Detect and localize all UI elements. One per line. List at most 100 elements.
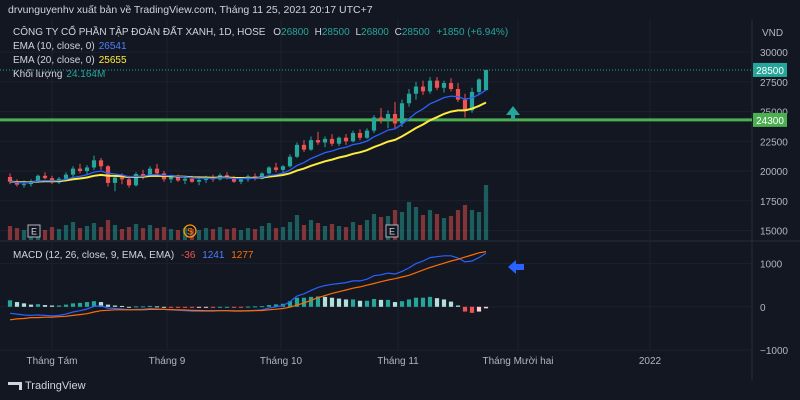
volume-bar xyxy=(245,228,251,240)
volume-bar xyxy=(329,224,335,240)
volume-bar xyxy=(462,205,468,240)
ema10-label: EMA (10, close, 0) xyxy=(13,41,95,52)
volume-bar xyxy=(266,223,272,240)
candle-body xyxy=(385,113,391,120)
macd-hist-bar xyxy=(21,303,27,307)
event-marker-label: S xyxy=(187,227,193,237)
candle-body xyxy=(287,156,293,167)
volume-bar xyxy=(308,220,314,240)
macd-hist-bar xyxy=(147,305,153,307)
volume-bar xyxy=(238,230,244,240)
volume-bar xyxy=(399,212,405,240)
macd-axis[interactable]: 1000 0 −1000 xyxy=(760,260,789,357)
macd-hist-bar xyxy=(182,306,188,308)
macd-tick-label: −1000 xyxy=(760,346,789,357)
volume-bar xyxy=(161,227,167,240)
symbol-title: CÔNG TY CỔ PHẦN TẬP ĐOÀN ĐẤT XANH, 1D, H… xyxy=(13,27,266,38)
candle-body xyxy=(413,86,419,94)
candle-body xyxy=(441,83,447,88)
macd-hist-bar xyxy=(266,305,272,307)
volume-bar xyxy=(357,225,363,240)
candle-body xyxy=(91,160,97,168)
brand[interactable]: TradingView xyxy=(8,380,86,392)
macd-hist-bar xyxy=(294,297,300,307)
macd-hist-bar xyxy=(476,306,482,312)
macd-hist-bar xyxy=(287,301,293,307)
candle-body xyxy=(182,178,188,181)
candle-body xyxy=(343,137,349,142)
candle-body xyxy=(315,140,321,143)
price-chart[interactable]: ESE VND300002750025000225002000017500150… xyxy=(0,20,800,380)
volume-bar xyxy=(7,226,13,240)
candle-body xyxy=(455,88,461,100)
grid xyxy=(0,20,752,351)
candle-body xyxy=(371,117,377,131)
candle-body xyxy=(357,132,363,138)
volume-bar xyxy=(483,185,489,240)
macd-hist-bar xyxy=(413,297,419,307)
candle-body xyxy=(350,132,356,142)
ema20-legend[interactable]: EMA (20, close, 0) 25655 xyxy=(13,55,127,66)
macd-hist-bar xyxy=(77,302,83,307)
brand-name: TradingView xyxy=(25,380,86,392)
volume-bar xyxy=(476,212,482,240)
price-tick-label: 17500 xyxy=(760,197,788,208)
candle-body xyxy=(224,175,230,178)
candle-body xyxy=(406,93,412,104)
volume-bar xyxy=(259,226,265,240)
earnings-marker-icon xyxy=(27,224,41,238)
volume-bar xyxy=(322,226,328,240)
volume-bar xyxy=(133,224,139,240)
time-tick-label: Tháng 10 xyxy=(260,356,303,367)
macd-hist-bar xyxy=(35,304,41,307)
volume-bar xyxy=(154,228,160,240)
macd-label: MACD (12, 26, close, 9, EMA, EMA) xyxy=(13,250,175,261)
volume-bar xyxy=(21,230,27,240)
volume-bar xyxy=(84,226,90,240)
macd-hist-bar xyxy=(427,296,433,307)
macd-hist-bar xyxy=(350,299,356,307)
volume-bars xyxy=(7,185,489,240)
macd-hist-bar xyxy=(168,306,174,308)
macd-hist-bar xyxy=(455,305,461,307)
volume-bar xyxy=(301,225,307,240)
candle-body xyxy=(308,140,314,150)
candle-body xyxy=(14,181,20,185)
last-price-tag-label: 28500 xyxy=(756,66,784,77)
ema10-value: 26541 xyxy=(98,41,127,52)
ema10-legend[interactable]: EMA (10, close, 0) 26541 xyxy=(13,41,127,52)
volume-bar xyxy=(168,229,174,240)
macd-hist-bar xyxy=(98,302,104,307)
candle-body xyxy=(84,167,90,172)
low-value: 26800 xyxy=(361,27,389,38)
time-tick-label: Tháng Mười hai xyxy=(482,356,553,367)
macd-hist-bar xyxy=(49,305,55,307)
publisher-header: drvunguyenhv xuất bản về TradingView.com… xyxy=(0,0,800,20)
volume-bar xyxy=(98,227,104,240)
macd-hist-bar xyxy=(14,302,20,307)
macd-hist-bar xyxy=(161,306,167,308)
price-tick-label: 27500 xyxy=(760,78,788,89)
macd-hist-bar xyxy=(252,306,258,308)
publisher-header-text: drvunguyenhv xuất bản về TradingView.com… xyxy=(8,4,373,16)
time-axis[interactable]: Tháng Tám Tháng 9 Tháng 10 Tháng 11 Tháng Mư… xyxy=(27,356,662,367)
price-axis[interactable]: VND30000275002500022500200001750015000 xyxy=(760,28,788,237)
volume-value: 24.164M xyxy=(66,69,106,80)
candle-body xyxy=(238,179,244,182)
candle-body xyxy=(280,166,286,170)
candle-body xyxy=(154,168,160,174)
candle-body xyxy=(203,178,209,180)
macd-legend[interactable]: MACD (12, 26, close, 9, EMA, EMA) -36 12… xyxy=(13,250,253,261)
macd-hist-bar xyxy=(210,306,216,308)
time-tick-label: Tháng 11 xyxy=(377,356,419,367)
volume-legend[interactable]: Khối lượng 24.164M xyxy=(13,69,105,80)
price-tags: 28500 24300 xyxy=(753,62,787,127)
candle-body xyxy=(21,184,27,186)
macd-hist-bar xyxy=(378,299,384,307)
macd-hist-bar xyxy=(245,306,251,308)
low-label: L xyxy=(355,27,362,38)
currency-label: VND xyxy=(762,28,783,39)
macd-hist-bar xyxy=(420,297,426,307)
candle-body xyxy=(70,168,76,175)
